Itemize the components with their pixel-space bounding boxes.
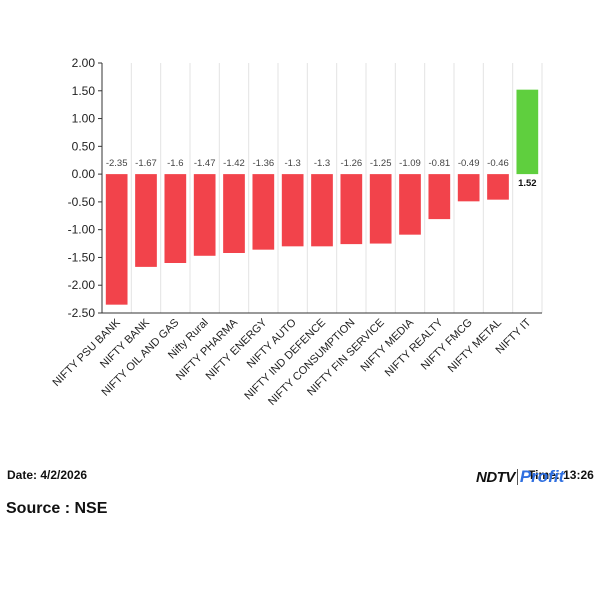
y-tick-label: 0.00 (72, 167, 96, 181)
bar (135, 174, 157, 267)
brand-ndtv-text: NDTV (476, 468, 515, 486)
date-label: Date: 4/2/2026 (7, 468, 88, 482)
bar (193, 174, 216, 256)
ndtv-profit-logo: NDTV Profit (476, 466, 564, 488)
source-label: Source : NSE (6, 500, 108, 517)
bar (252, 174, 275, 250)
bars: -2.35 -1.67 -1.6 -1.47 -1.42 -1.36 -1.3 -1.3 -1.… (105, 89, 539, 305)
y-tick-label: -2.50 (68, 306, 96, 320)
y-tick-label: 1.50 (72, 84, 96, 98)
y-tick-label: -0.50 (68, 195, 96, 209)
data-label: -1.47 (194, 158, 216, 169)
data-label: -0.49 (458, 158, 480, 169)
grid-lines (101, 63, 543, 313)
data-label: -1.36 (253, 158, 275, 169)
data-label: -1.3 (284, 158, 300, 169)
data-label: -0.46 (487, 158, 509, 169)
bar (457, 174, 480, 202)
y-tick-label: -1.50 (68, 250, 96, 264)
bar (340, 174, 363, 245)
data-label: -1.6 (167, 158, 183, 169)
data-label: -1.25 (370, 158, 392, 169)
y-tick-label: -2.00 (68, 278, 96, 292)
y-tick-label: 0.50 (72, 139, 96, 153)
bar (311, 174, 333, 247)
y-tick-label: -1.00 (68, 223, 96, 237)
bar (223, 174, 245, 253)
time-label: Time: 13:26 (528, 468, 594, 482)
y-axis: 2.00 1.50 1.00 0.50 0.00 -0.50 -1.00 -1.50 -2.00… (68, 56, 102, 320)
bar-chart: 2.00 1.50 1.00 0.50 0.00 -0.50 -1.00 -1.50 -2.00… (50, 56, 543, 408)
bar (428, 174, 451, 220)
bar (164, 174, 187, 263)
bar (105, 174, 128, 305)
data-label: -0.81 (429, 158, 451, 169)
bar (516, 89, 539, 175)
data-label: -1.42 (223, 158, 245, 169)
bar (399, 174, 421, 235)
y-tick-label: 1.00 (72, 112, 96, 126)
bar (487, 174, 509, 200)
bar (281, 174, 304, 247)
bar (369, 174, 392, 244)
data-label: -1.67 (135, 158, 157, 169)
brand-divider (516, 469, 518, 485)
data-label: -1.09 (399, 158, 421, 169)
data-label: -1.26 (341, 158, 363, 169)
brand-profit-text: Profit (519, 467, 565, 486)
y-tick-label: 2.00 (72, 56, 96, 70)
data-label: 1.52 (518, 178, 537, 189)
data-label: -2.35 (106, 158, 128, 169)
data-label: -1.3 (314, 158, 330, 169)
